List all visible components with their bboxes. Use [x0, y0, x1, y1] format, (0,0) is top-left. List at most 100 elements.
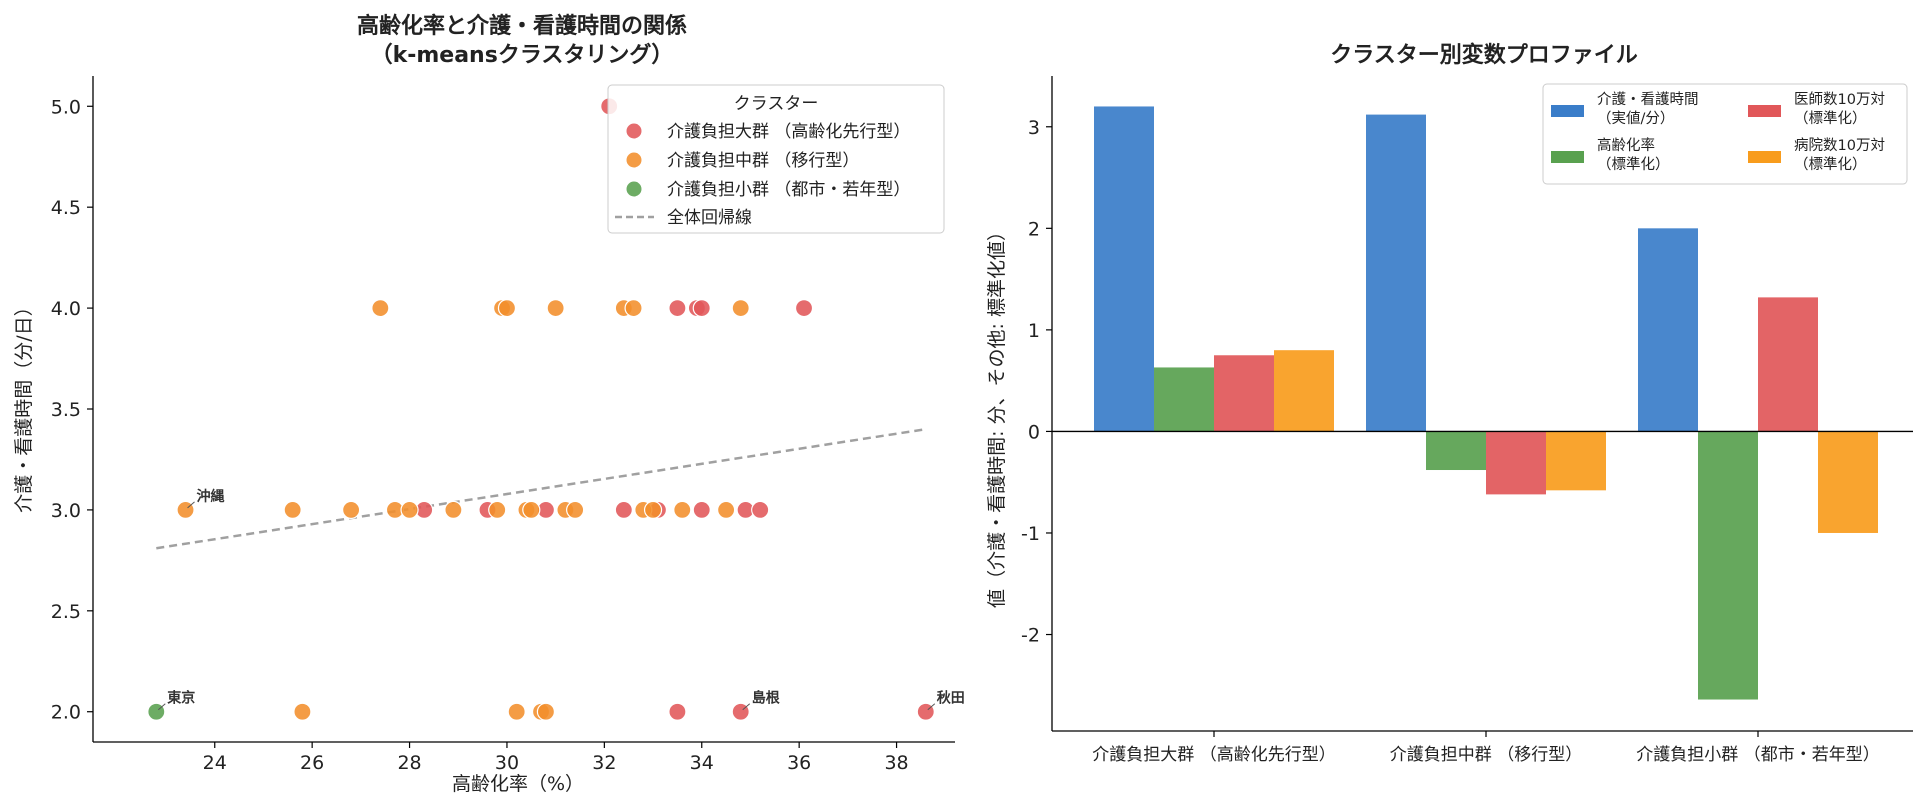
scatter-x-tick-label: 26 [300, 752, 324, 774]
annotation-label: 東京 [167, 690, 195, 707]
scatter-point-mid [283, 500, 302, 520]
legend-label-doctors-line-1: 医師数10万対 [1794, 91, 1885, 108]
scatter-panel: 高齢化率と介護・看護時間の関係 （k-meansクラスタリング） 24 26 28 3… [13, 13, 965, 795]
scatter-y-tick-label: 4.5 [51, 197, 81, 219]
scatter-ticks: 24 26 28 30 32 34 36 38 2.0 2.5 3.0 3.5 4.0 4.5 5.0 [51, 96, 909, 774]
legend-label-doctors-line-2: （標準化） [1794, 110, 1867, 127]
legend-swatch-care-time [1551, 105, 1584, 117]
legend-label-hospitals-line-1: 病院数10万対 [1794, 137, 1885, 154]
scatter-x-tick-label: 36 [787, 752, 811, 774]
regression-line [156, 427, 926, 550]
bar-axes [1051, 76, 1913, 732]
scatter-point-large [614, 500, 633, 520]
bar-blue [1366, 114, 1426, 432]
scatter-title-line-1: 高齢化率と介護・看護時間の関係 [357, 13, 687, 39]
bar-y-tick-label: 1 [1028, 320, 1040, 342]
scatter-point-mid [497, 298, 517, 318]
annotation-label: 秋田 [937, 690, 965, 707]
bar-category-label: 介護負担中群 （移行型） [1390, 745, 1582, 765]
scatter-title-line-2: （k-meansクラスタリング） [371, 42, 674, 68]
scatter-point-mid [293, 702, 312, 721]
annotation-arrow [187, 501, 195, 509]
legend-marker-mid [625, 151, 643, 169]
scatter-x-tick-label: 34 [690, 752, 714, 774]
bar-orange [1818, 431, 1878, 533]
legend-label-aging-rate-line-2: （標準化） [1597, 156, 1670, 173]
scatter-legend: クラスター 介護負担大群 （高齢化先行型） 介護負担中群 （移行型） 介護負担小… [607, 84, 945, 234]
scatter-point-mid [342, 500, 361, 520]
bar-y-tick-label: -1 [1021, 523, 1040, 545]
scatter-point-large [692, 298, 711, 318]
scatter-y-tick-label: 4.0 [51, 298, 81, 320]
bar-y-tick-label: 2 [1028, 218, 1040, 240]
legend-label-care-time-line-2: （実値/分） [1597, 110, 1674, 127]
annotation-arrow [157, 703, 166, 711]
legend-label-aging-rate-line-1: 高齢化率 [1597, 137, 1655, 154]
annotation-label: 島根 [752, 690, 781, 707]
bar-legend-frame [1542, 83, 1908, 185]
scatter-point-mid [624, 298, 643, 318]
scatter-point-large [794, 298, 814, 318]
legend-swatch-aging-rate [1551, 151, 1584, 163]
scatter-point-mid [546, 298, 565, 318]
scatter-point-mid [400, 500, 419, 520]
legend-label-small: 介護負担小群 （都市・若年型） [667, 180, 910, 200]
bar-green [1426, 431, 1486, 471]
scatter-x-tick-label: 30 [495, 752, 519, 774]
bar-category-label: 介護負担大群 （高齢化先行型） [1092, 745, 1335, 765]
bar-panel: クラスター別変数プロファイル -2 -1 0 1 2 3 介護負担大群 （高齢化先行型） 介護… [986, 42, 1913, 765]
bar-red [1758, 297, 1818, 432]
bar-y-axis-label: 値（介護・看護時間: 分、その他: 標準化値） [986, 222, 1008, 608]
bar-blue [1638, 228, 1698, 432]
legend-marker-small [625, 180, 643, 198]
bar-green [1698, 431, 1758, 700]
legend-label-mid: 介護負担中群 （移行型） [667, 151, 859, 171]
scatter-point-mid [522, 500, 541, 520]
bar-y-tick-label: 0 [1028, 421, 1040, 443]
bar-red [1214, 355, 1274, 432]
scatter-x-tick-label: 24 [203, 752, 227, 774]
bar-y-tick-label: 3 [1028, 117, 1040, 139]
legend-label-regression: 全体回帰線 [667, 208, 752, 228]
legend-label-large: 介護負担大群 （高齢化先行型） [667, 122, 910, 142]
bar-legend: 介護・看護時間 （実値/分） 高齢化率 （標準化） 医師数10万対 （標準化） … [1542, 83, 1908, 185]
scatter-point-large [668, 702, 687, 721]
scatter-point-mid [507, 702, 526, 721]
scatter-point-mid [371, 298, 390, 318]
scatter-points [147, 97, 935, 721]
scatter-point-large [751, 500, 770, 520]
bar-series [1094, 106, 1878, 700]
bar-orange [1546, 431, 1606, 491]
regression-line-path [156, 427, 926, 550]
bar-orange [1274, 350, 1334, 432]
scatter-y-tick-label: 3.0 [51, 500, 81, 522]
scatter-y-tick-label: 5.0 [51, 96, 81, 118]
scatter-point-mid [717, 500, 736, 520]
annotation-label: 沖縄 [197, 488, 225, 505]
legend-label-care-time-line-1: 介護・看護時間 [1597, 91, 1699, 108]
scatter-legend-title: クラスター [734, 94, 819, 114]
scatter-point-large [668, 298, 687, 318]
annotation-arrow [927, 703, 936, 711]
legend-swatch-doctors [1748, 105, 1781, 117]
legend-label-hospitals-line-2: （標準化） [1794, 156, 1867, 173]
scatter-point-mid [731, 298, 750, 318]
scatter-y-tick-label: 3.5 [51, 399, 81, 421]
scatter-point-mid [566, 500, 585, 520]
scatter-point-mid [488, 500, 507, 520]
scatter-y-tick-label: 2.0 [51, 702, 81, 724]
bar-green [1154, 367, 1214, 432]
annotation-arrow [742, 703, 751, 711]
scatter-y-axis-label: 介護・看護時間（分/日） [13, 297, 35, 512]
legend-marker-large [625, 122, 643, 140]
scatter-point-mid [536, 702, 556, 721]
scatter-point-large [692, 500, 711, 520]
bar-title: クラスター別変数プロファイル [1330, 42, 1638, 68]
scatter-y-tick-label: 2.5 [51, 601, 81, 623]
bar-blue [1094, 106, 1154, 432]
scatter-x-tick-label: 28 [397, 752, 421, 774]
scatter-x-axis-label: 高齢化率（%） [452, 773, 584, 795]
bar-y-tick-label: -2 [1021, 625, 1040, 647]
